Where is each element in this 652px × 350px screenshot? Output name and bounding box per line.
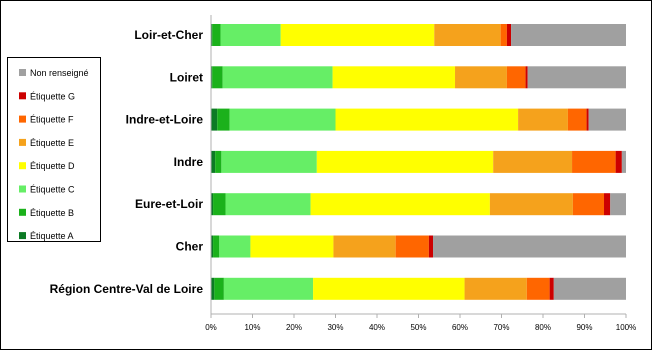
bar-etiquette-b-eure-et-loir xyxy=(213,193,226,216)
legend-label-etiquette-f: Étiquette F xyxy=(30,115,74,125)
category-label-eure-et-loir: Eure-et-Loir xyxy=(135,197,203,211)
bar-etiquette-b-indre-et-loire xyxy=(217,108,230,131)
bar-non-renseigne-loiret xyxy=(527,66,626,89)
legend-swatch-non-renseigne xyxy=(19,69,26,76)
bar-etiquette-a-loir-et-cher xyxy=(211,24,213,46)
bar-etiquette-g-indre-et-loire xyxy=(586,108,589,131)
legend-label-etiquette-e: Étiquette E xyxy=(30,138,74,148)
category-label-indre: Indre xyxy=(174,155,204,169)
bar-etiquette-f-eure-et-loir xyxy=(572,193,605,216)
bar-etiquette-a-eure-et-loir xyxy=(211,193,214,216)
legend-label-non-renseigne: Non renseigné xyxy=(30,68,89,78)
bar-etiquette-a-indre xyxy=(211,150,216,173)
bar-etiquette-c-loiret xyxy=(222,66,333,89)
bar-etiquette-b-region-centre-val-de-loire xyxy=(214,277,224,300)
bar-etiquette-f-loir-et-cher xyxy=(500,24,507,46)
bar-etiquette-b-loiret xyxy=(212,66,223,89)
bar-non-renseigne-loir-et-cher xyxy=(511,24,626,46)
x-tick-label: 50% xyxy=(410,323,426,332)
bar-etiquette-d-loiret xyxy=(332,66,456,89)
bar-etiquette-b-indre xyxy=(215,150,222,173)
bar-non-renseigne-indre xyxy=(621,150,626,173)
bar-etiquette-d-indre xyxy=(316,150,494,173)
category-label-cher: Cher xyxy=(176,240,204,254)
x-tick-label: 40% xyxy=(369,323,385,332)
bar-non-renseigne-cher xyxy=(433,235,626,258)
x-tick-label: 80% xyxy=(535,323,551,332)
bar-etiquette-c-eure-et-loir xyxy=(225,193,311,216)
x-tick-label: 100% xyxy=(616,323,636,332)
legend-swatch-etiquette-d xyxy=(19,162,26,170)
legend-label-etiquette-b: Étiquette B xyxy=(30,208,74,218)
bar-etiquette-d-region-centre-val-de-loire xyxy=(313,277,465,300)
bar-etiquette-c-indre xyxy=(221,150,317,173)
bar-etiquette-d-indre-et-loire xyxy=(335,108,519,131)
bar-etiquette-e-indre-et-loire xyxy=(518,108,568,131)
category-label-indre-et-loire: Indre-et-Loire xyxy=(126,113,204,127)
legend-swatch-etiquette-f xyxy=(19,115,26,123)
legend-swatch-etiquette-g xyxy=(19,92,26,100)
bar-etiquette-b-loir-et-cher xyxy=(212,24,221,46)
legend-label-etiquette-a: Étiquette A xyxy=(30,231,74,241)
bar-etiquette-d-eure-et-loir xyxy=(310,193,490,216)
bar-etiquette-e-loiret xyxy=(455,66,507,89)
x-tick-label: 70% xyxy=(493,323,509,332)
bar-etiquette-e-cher xyxy=(333,235,396,258)
bar-etiquette-f-indre xyxy=(572,150,616,173)
bar-etiquette-f-region-centre-val-de-loire xyxy=(526,277,550,300)
bar-etiquette-g-indre xyxy=(615,150,622,173)
bar-etiquette-a-indre-et-loire xyxy=(211,108,218,131)
x-tick-label: 60% xyxy=(452,323,468,332)
bar-etiquette-a-cher xyxy=(211,235,214,258)
x-tick-label: 0% xyxy=(205,323,217,332)
category-label-loiret: Loiret xyxy=(170,70,203,84)
legend-label-etiquette-g: Étiquette G xyxy=(30,91,75,101)
bar-etiquette-d-cher xyxy=(250,235,334,258)
legend: Non renseigné Étiquette G Étiquette F Étiqu… xyxy=(7,57,101,242)
bar-etiquette-f-indre-et-loire xyxy=(567,108,587,131)
bar-etiquette-e-indre xyxy=(493,150,573,173)
legend-swatch-etiquette-e xyxy=(19,138,26,146)
bar-non-renseigne-region-centre-val-de-loire xyxy=(553,277,626,300)
bar-etiquette-e-eure-et-loir xyxy=(489,193,573,216)
x-axis: 0% 10% 20% 30% 40% 50% 60% 70% 80% 90% 100% xyxy=(205,15,636,332)
category-label-loir-et-cher: Loir-et-Cher xyxy=(134,28,203,42)
bar-etiquette-c-cher xyxy=(219,235,251,258)
legend-swatch-etiquette-c xyxy=(19,185,26,193)
category-labels: Loir-et-Cher Loiret Indre-et-Loire Indre Eur… xyxy=(50,28,204,296)
bar-etiquette-c-region-centre-val-de-loire xyxy=(223,277,314,300)
legend-swatch-etiquette-b xyxy=(19,208,26,216)
bar-etiquette-e-loir-et-cher xyxy=(434,24,501,46)
x-tick-label: 20% xyxy=(286,323,302,332)
legend-label-etiquette-c: Étiquette C xyxy=(30,185,75,195)
bar-etiquette-g-loiret xyxy=(525,66,528,89)
bar-etiquette-g-loir-et-cher xyxy=(506,24,512,46)
bar-etiquette-c-indre-et-loire xyxy=(229,108,336,131)
bar-etiquette-a-region-centre-val-de-loire xyxy=(211,277,215,300)
legend-label-etiquette-d: Étiquette D xyxy=(30,161,75,171)
bar-etiquette-a-loiret xyxy=(211,66,213,89)
category-label-region-centre-val-de-loire: Région Centre-Val de Loire xyxy=(50,282,204,296)
x-tick-label: 30% xyxy=(327,323,343,332)
bar-etiquette-g-eure-et-loir xyxy=(604,193,611,216)
x-tick-label: 10% xyxy=(244,323,260,332)
x-tick-label: 90% xyxy=(576,323,592,332)
bars-layer xyxy=(211,24,626,300)
bar-etiquette-d-loir-et-cher xyxy=(280,24,435,46)
bar-etiquette-b-cher xyxy=(213,235,220,258)
bar-non-renseigne-indre-et-loire xyxy=(588,108,626,131)
bar-etiquette-e-region-centre-val-de-loire xyxy=(464,277,527,300)
bar-non-renseigne-eure-et-loir xyxy=(610,193,626,216)
bar-etiquette-f-loiret xyxy=(506,66,526,89)
bar-etiquette-g-region-centre-val-de-loire xyxy=(549,277,554,300)
bar-etiquette-f-cher xyxy=(395,235,429,258)
bar-etiquette-c-loir-et-cher xyxy=(220,24,281,46)
bar-etiquette-g-cher xyxy=(428,235,434,258)
legend-swatch-etiquette-a xyxy=(19,232,26,240)
